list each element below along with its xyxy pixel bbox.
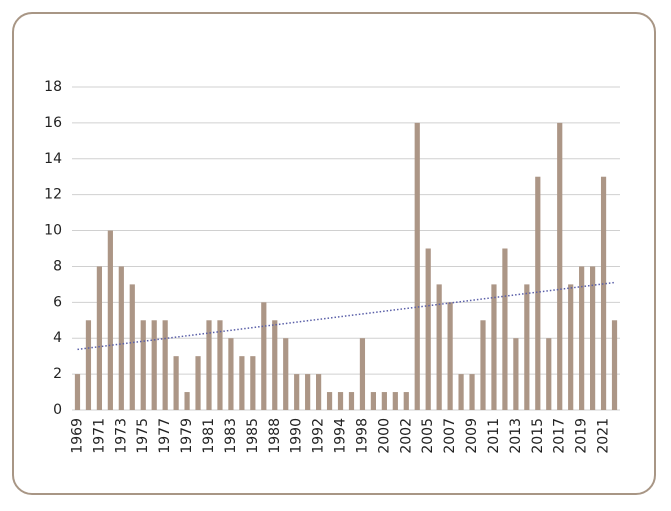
- x-tick-label: 1971: [91, 418, 107, 454]
- bar: [359, 338, 366, 410]
- y-tick-label: 18: [44, 79, 62, 95]
- bar: [217, 320, 223, 410]
- bar: [436, 284, 442, 410]
- bar: [316, 374, 322, 410]
- x-tick-label: 1988: [267, 418, 283, 454]
- bar: [272, 320, 278, 410]
- bar: [151, 320, 157, 410]
- x-tick-label: 1977: [157, 418, 173, 454]
- x-tick-label: 2011: [486, 418, 502, 454]
- card: [12, 12, 656, 495]
- bar: [535, 176, 541, 410]
- bar: [195, 356, 201, 410]
- bar: [513, 338, 519, 410]
- bar: [502, 248, 508, 410]
- trendline: [77, 281, 615, 351]
- bar: [96, 266, 102, 410]
- x-tick-label: 1983: [223, 418, 239, 454]
- x-tick-label: 1981: [201, 418, 217, 454]
- x-tick-label: 1979: [179, 418, 195, 454]
- x-tick-label: 1969: [69, 418, 85, 454]
- bar: [337, 392, 344, 410]
- bar: [546, 338, 552, 410]
- bar: [173, 356, 179, 410]
- bar: [74, 374, 81, 410]
- bar: [107, 230, 113, 410]
- y-tick-label: 0: [53, 402, 62, 418]
- bar: [261, 302, 267, 410]
- bar: [228, 338, 234, 410]
- bar: [414, 122, 420, 410]
- bar: [239, 356, 245, 410]
- bar: [370, 392, 376, 410]
- bar: [85, 320, 92, 410]
- x-tick-label: 1998: [354, 418, 370, 454]
- bar: [480, 320, 486, 410]
- bar: [294, 374, 300, 410]
- y-tick-label: 4: [53, 330, 62, 346]
- y-tick-label: 6: [53, 294, 62, 310]
- x-tick-label: 2000: [376, 418, 392, 454]
- bar: [458, 374, 464, 410]
- bar: [403, 392, 409, 410]
- bar: [392, 392, 398, 410]
- y-tick-label: 2: [53, 366, 62, 382]
- y-tick-label: 10: [44, 223, 62, 239]
- y-tick-label: 8: [53, 258, 62, 274]
- bar: [568, 284, 574, 410]
- bar: [305, 374, 311, 410]
- x-tick-label: 2021: [596, 418, 612, 454]
- x-tick-label: 1990: [289, 418, 305, 454]
- bar: [491, 284, 497, 410]
- bar: [206, 320, 212, 410]
- x-tick-label: 1975: [135, 418, 151, 454]
- bar: [425, 248, 431, 410]
- x-tick-label: 1994: [333, 418, 349, 454]
- x-tick-label: 2002: [398, 418, 414, 454]
- bar: [326, 392, 333, 410]
- bar: [381, 392, 387, 410]
- x-tick-label: 2005: [420, 418, 436, 454]
- x-tick-label: 1973: [113, 418, 129, 454]
- bar: [447, 302, 453, 410]
- y-tick-label: 14: [44, 151, 62, 167]
- x-tick-label: 2007: [442, 418, 458, 454]
- bar: [590, 266, 596, 410]
- bar: [129, 284, 135, 410]
- bar: [611, 320, 618, 410]
- x-tick-label: 2017: [552, 418, 568, 454]
- bar: [162, 320, 168, 410]
- x-tick-label: 1985: [245, 418, 261, 454]
- bar: [184, 392, 190, 410]
- x-tick-label: 1992: [311, 418, 327, 454]
- x-tick-label: 2019: [574, 418, 590, 454]
- y-tick-label: 12: [44, 187, 62, 203]
- bar: [469, 374, 475, 410]
- bar: [557, 122, 563, 410]
- bar: [600, 176, 607, 410]
- bar: [524, 284, 530, 410]
- bar: [250, 356, 256, 410]
- bar: [579, 266, 585, 410]
- x-tick-label: 2013: [508, 418, 524, 454]
- x-tick-label: 2015: [530, 418, 546, 454]
- bar: [283, 338, 289, 410]
- x-tick-label: 2009: [464, 418, 480, 454]
- bar: [140, 320, 146, 410]
- y-tick-label: 16: [44, 115, 62, 131]
- bar: [348, 392, 355, 410]
- bar: [118, 266, 124, 410]
